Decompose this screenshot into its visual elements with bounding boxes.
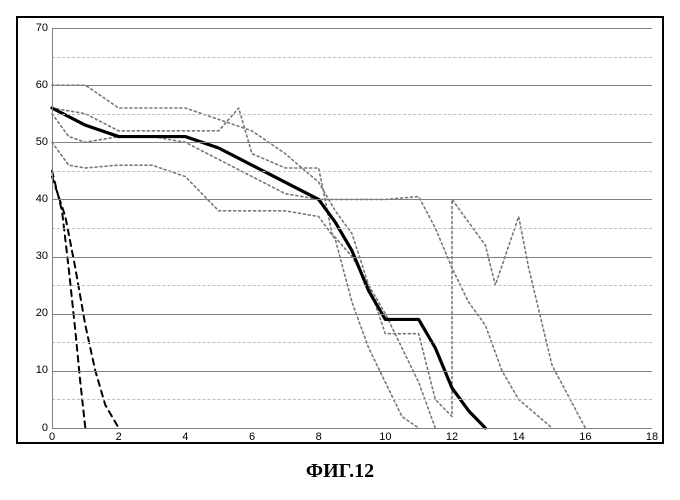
gridline-major bbox=[52, 142, 652, 143]
x-tick-label: 2 bbox=[104, 431, 134, 443]
y-tick-label: 70 bbox=[20, 22, 48, 34]
y-tick-label: 20 bbox=[20, 307, 48, 319]
x-tick-label: 12 bbox=[437, 431, 467, 443]
y-tick-label: 40 bbox=[20, 193, 48, 205]
y-axis-line bbox=[52, 28, 53, 428]
gridline-major bbox=[52, 428, 652, 429]
gridline-minor bbox=[52, 342, 652, 343]
x-tick-label: 10 bbox=[370, 431, 400, 443]
gridline-minor bbox=[52, 114, 652, 115]
gridline-minor bbox=[52, 171, 652, 172]
x-tick-label: 6 bbox=[237, 431, 267, 443]
gridline-major bbox=[52, 371, 652, 372]
figure-container: { "canvas": { "width": 680, "height": 50… bbox=[0, 0, 680, 500]
y-tick-label: 30 bbox=[20, 250, 48, 262]
gridline-major bbox=[52, 314, 652, 315]
x-tick-label: 0 bbox=[37, 431, 67, 443]
gridline-minor bbox=[52, 57, 652, 58]
gridline-minor bbox=[52, 285, 652, 286]
series-gray-b bbox=[52, 108, 435, 428]
y-tick-label: 50 bbox=[20, 136, 48, 148]
y-tick-label: 60 bbox=[20, 79, 48, 91]
x-tick-label: 4 bbox=[170, 431, 200, 443]
x-tick-label: 18 bbox=[637, 431, 667, 443]
y-tick-label: 10 bbox=[20, 364, 48, 376]
series-main-bold bbox=[52, 108, 485, 428]
gridline-major bbox=[52, 257, 652, 258]
plot-area bbox=[52, 28, 652, 428]
gridline-major bbox=[52, 28, 652, 29]
gridline-minor bbox=[52, 228, 652, 229]
gridline-major bbox=[52, 85, 652, 86]
series-gray-c bbox=[52, 114, 552, 428]
x-tick-label: 14 bbox=[504, 431, 534, 443]
figure-caption: ФИГ.12 bbox=[0, 460, 680, 483]
x-tick-label: 8 bbox=[304, 431, 334, 443]
x-tick-label: 16 bbox=[570, 431, 600, 443]
gridline-minor bbox=[52, 399, 652, 400]
gridline-major bbox=[52, 199, 652, 200]
